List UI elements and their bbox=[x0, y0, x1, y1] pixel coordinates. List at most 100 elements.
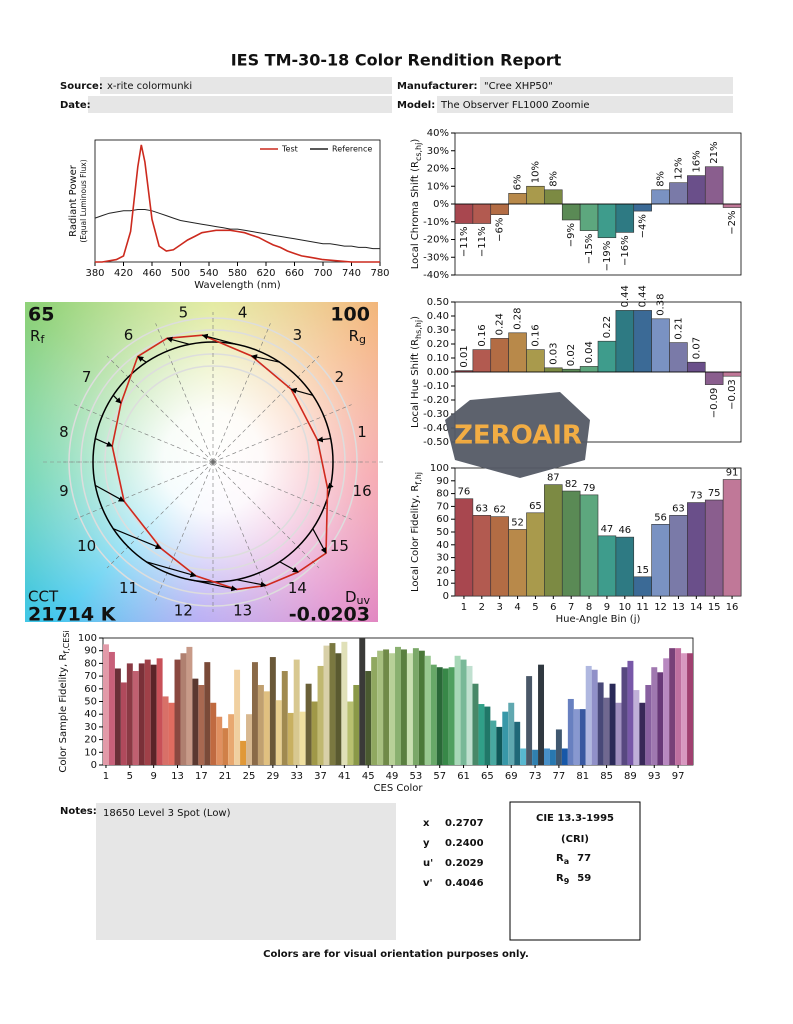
rg-symbol: Rg bbox=[349, 327, 366, 347]
x-tick-label: 5 bbox=[532, 602, 538, 613]
bar bbox=[645, 684, 652, 765]
field-label: Date: bbox=[60, 100, 91, 111]
y-tick-label: 40 bbox=[84, 709, 97, 720]
bin-divider bbox=[74, 404, 214, 463]
value-label: 21% bbox=[709, 141, 720, 163]
x-tick-label: 460 bbox=[142, 268, 161, 279]
bar bbox=[120, 682, 127, 765]
value-label: 16% bbox=[691, 150, 702, 172]
bar bbox=[549, 749, 556, 765]
bar bbox=[418, 650, 425, 765]
bar bbox=[466, 665, 473, 765]
chromaticity-key: v' bbox=[423, 878, 433, 889]
bin-label: 14 bbox=[288, 579, 307, 597]
duv-symbol: Duv bbox=[345, 588, 371, 608]
bar bbox=[669, 648, 676, 765]
y-axis-label: Local Chroma Shift (Rcs,hj) bbox=[410, 139, 423, 270]
bar bbox=[585, 665, 592, 765]
bar bbox=[389, 653, 396, 765]
bar bbox=[627, 660, 634, 765]
y-tick-label: 0.50 bbox=[427, 297, 449, 308]
plot-frame bbox=[94, 139, 381, 263]
bar bbox=[436, 667, 443, 765]
y-tick-label: 0.10 bbox=[427, 353, 449, 364]
bar bbox=[687, 653, 693, 765]
x-tick-label: 3 bbox=[497, 602, 503, 613]
bar bbox=[174, 659, 181, 765]
bar bbox=[704, 166, 724, 205]
x-tick-label: 380 bbox=[85, 268, 104, 279]
vector-graphic-labels: 65 Rf 100 Rg CCT 21714 K Duv -0.0203 bbox=[28, 304, 370, 626]
bin-label: 8 bbox=[59, 423, 69, 441]
x-tick-label: 1 bbox=[461, 602, 467, 613]
bar bbox=[269, 657, 276, 765]
bar bbox=[114, 668, 121, 765]
bar bbox=[460, 659, 467, 765]
bar bbox=[520, 748, 527, 765]
bar bbox=[150, 664, 157, 765]
cri-r9: R9 59 bbox=[556, 873, 591, 886]
notes-box bbox=[96, 803, 396, 940]
value-label: 15 bbox=[636, 565, 649, 576]
bin-divider bbox=[155, 461, 214, 601]
value-label: 79 bbox=[583, 483, 596, 494]
bar bbox=[138, 663, 145, 765]
shift-arrow bbox=[95, 484, 125, 502]
bar bbox=[526, 349, 545, 373]
test-gamut bbox=[111, 334, 329, 591]
x-tick-label: 61 bbox=[457, 771, 470, 782]
value-label: 0.07 bbox=[691, 337, 702, 359]
y-tick-label: 60 bbox=[436, 514, 449, 525]
bar bbox=[633, 576, 652, 597]
shift-arrow bbox=[316, 436, 331, 443]
bar bbox=[687, 502, 706, 597]
rf-symbol: Rf bbox=[30, 327, 45, 347]
y-tick-label: -10% bbox=[423, 217, 449, 228]
y-tick-label: 40 bbox=[436, 540, 449, 551]
bar bbox=[508, 193, 527, 205]
y-tick-label: -20% bbox=[423, 235, 449, 246]
bar bbox=[633, 203, 652, 212]
value-label: −15% bbox=[584, 234, 595, 265]
y-tick-label: -40% bbox=[423, 270, 449, 281]
bar bbox=[609, 683, 616, 765]
legend-label: Test bbox=[281, 145, 298, 154]
value-label: 0.04 bbox=[584, 341, 595, 363]
bar bbox=[687, 175, 706, 205]
value-label: 87 bbox=[547, 473, 560, 484]
cri-box bbox=[509, 801, 641, 941]
value-label: 91 bbox=[726, 468, 739, 479]
bar bbox=[311, 701, 318, 765]
bar bbox=[508, 529, 527, 597]
bar bbox=[687, 361, 706, 373]
shift-arrow bbox=[327, 482, 334, 489]
value-label: −11% bbox=[477, 227, 488, 258]
bar bbox=[472, 349, 492, 373]
bar bbox=[544, 189, 563, 205]
y-tick-label: 0.40 bbox=[427, 311, 449, 322]
bar bbox=[478, 704, 485, 765]
bin-label: 11 bbox=[119, 579, 138, 597]
field-value: The Observer FL1000 Zoomie bbox=[440, 100, 590, 111]
value-label: 0.44 bbox=[638, 285, 649, 307]
x-tick-label: 10 bbox=[618, 602, 631, 613]
shift-arrow bbox=[250, 354, 280, 363]
shift-arrow bbox=[166, 336, 190, 345]
y-tick-label: -0.30 bbox=[423, 409, 449, 420]
bar bbox=[526, 512, 545, 597]
y-axis-label-part: hs,hj bbox=[414, 320, 423, 339]
x-tick-label: 4 bbox=[514, 602, 520, 613]
bin-label: 15 bbox=[330, 537, 349, 555]
chromaticity-key: u' bbox=[423, 858, 433, 869]
shift-arrow bbox=[290, 387, 313, 396]
y-tick-label: 50 bbox=[84, 697, 97, 708]
bar bbox=[615, 702, 622, 765]
value-label: 52 bbox=[511, 517, 524, 528]
bar bbox=[293, 659, 300, 765]
bar bbox=[281, 671, 288, 765]
bin-label: 3 bbox=[293, 326, 303, 344]
bar bbox=[526, 185, 545, 205]
y-tick-label: 20 bbox=[436, 565, 449, 576]
bin-label: 12 bbox=[174, 602, 193, 620]
bar bbox=[704, 499, 724, 597]
